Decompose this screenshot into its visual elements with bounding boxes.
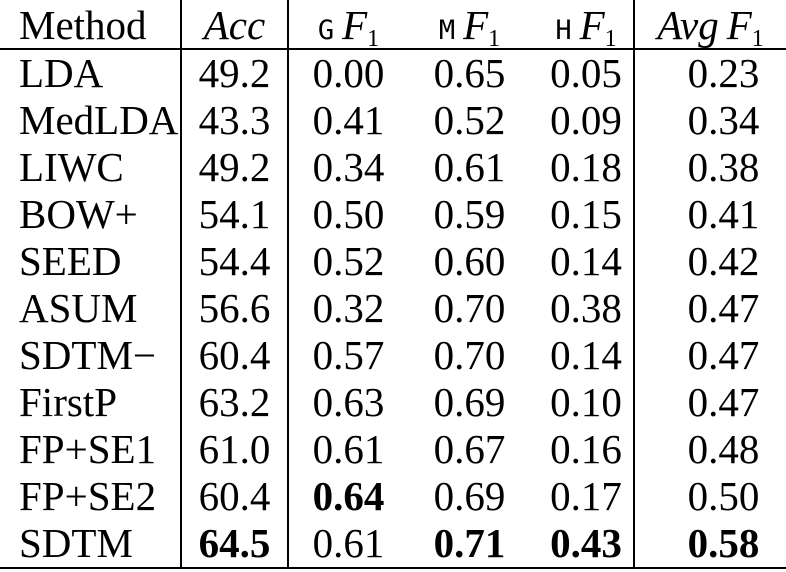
- cell-avg: 0.47: [687, 379, 760, 425]
- cell-method: FP+SE1: [0, 426, 182, 473]
- cell-acc: 63.2: [182, 379, 289, 426]
- table-row: SEED 54.4 0.52 0.60 0.14 0.42: [0, 238, 786, 285]
- cell-g: 0.63: [312, 379, 385, 425]
- col-header-method: Method: [0, 0, 182, 56]
- table-header-row: Method Acc G F1 M F1 H F1 Avg F1: [0, 0, 786, 56]
- cell-h: 0.10: [523, 379, 635, 426]
- cell-g: 0.57: [312, 332, 385, 378]
- cell-method: FirstP: [0, 379, 182, 426]
- cell-g: 0.41: [312, 97, 385, 143]
- cell-avg: 0.50: [687, 473, 760, 519]
- f1-label: F1: [579, 2, 617, 52]
- cell-method: SDTM: [0, 520, 182, 567]
- cell-method: FP+SE2: [0, 473, 182, 520]
- cell-m: 0.69: [433, 379, 506, 425]
- cell-avg: 0.58: [687, 520, 760, 566]
- f1-label: F1: [342, 2, 380, 52]
- table-row: FP+SE1 61.0 0.61 0.67 0.16 0.48: [0, 426, 786, 473]
- cell-g: 0.61: [312, 520, 385, 566]
- table-row: SDTM− 60.4 0.57 0.70 0.14 0.47: [0, 332, 786, 379]
- col-header-avg-f1: Avg F1: [635, 0, 786, 56]
- cell-method: BOW+: [0, 191, 182, 238]
- cell-h: 0.14: [523, 332, 635, 379]
- cell-g: 0.61: [312, 426, 385, 472]
- table-row: LIWC 49.2 0.34 0.61 0.18 0.38: [0, 144, 786, 191]
- cell-h: 0.14: [523, 238, 635, 285]
- cell-m: 0.71: [433, 520, 506, 566]
- method-header-label: Method: [19, 2, 147, 48]
- cell-acc: 56.6: [182, 285, 289, 332]
- cell-g: 0.34: [312, 144, 385, 190]
- col-header-h-f1: H F1: [523, 0, 635, 56]
- table-row: MedLDA 43.3 0.41 0.52 0.09 0.34: [0, 97, 786, 144]
- table-row: ASUM 56.6 0.32 0.70 0.38 0.47: [0, 285, 786, 332]
- cell-m: 0.69: [433, 473, 506, 519]
- cell-method: LIWC: [0, 144, 182, 191]
- cell-method: ASUM: [0, 285, 182, 332]
- cell-avg: 0.47: [687, 332, 760, 378]
- m-class-label: M: [438, 15, 456, 46]
- cell-g: 0.00: [312, 50, 385, 96]
- g-class-label: G: [317, 15, 335, 46]
- cell-g: 0.52: [312, 238, 385, 284]
- cell-avg: 0.47: [687, 285, 760, 331]
- cell-method: SDTM−: [0, 332, 182, 379]
- cell-h: 0.38: [523, 285, 635, 332]
- cell-avg: 0.34: [687, 97, 760, 143]
- cell-avg: 0.42: [687, 238, 760, 284]
- cell-acc: 61.0: [182, 426, 289, 473]
- cell-acc: 60.4: [182, 332, 289, 379]
- cell-method: MedLDA: [0, 97, 182, 144]
- cell-g: 0.32: [312, 285, 385, 331]
- cell-m: 0.61: [433, 144, 506, 190]
- cell-acc: 54.4: [182, 238, 289, 285]
- cell-acc: 64.5: [182, 520, 289, 567]
- avg-header-label: Avg: [657, 2, 719, 48]
- cell-h: 0.17: [523, 473, 635, 520]
- h-class-label: H: [555, 15, 572, 46]
- cell-method: LDA: [0, 50, 182, 97]
- cell-g: 0.50: [312, 191, 385, 237]
- cell-m: 0.52: [433, 97, 506, 143]
- cell-acc: 54.1: [182, 191, 289, 238]
- acc-header-label: Acc: [203, 2, 266, 48]
- f1-label: F1: [463, 2, 501, 52]
- cell-h: 0.15: [523, 191, 635, 238]
- cell-acc: 60.4: [182, 473, 289, 520]
- table-body: LDA 49.2 0.00 0.65 0.05 0.23 MedLDA 43.3 0.41 0.5…: [0, 50, 786, 567]
- cell-h: 0.09: [523, 97, 635, 144]
- table-row: FP+SE2 60.4 0.64 0.69 0.17 0.50: [0, 473, 786, 520]
- col-header-g-f1: G F1: [289, 0, 408, 56]
- cell-h: 0.16: [523, 426, 635, 473]
- cell-m: 0.67: [433, 426, 506, 472]
- cell-m: 0.59: [433, 191, 506, 237]
- cell-method: SEED: [0, 238, 182, 285]
- cell-m: 0.65: [433, 50, 506, 96]
- table-row: LDA 49.2 0.00 0.65 0.05 0.23: [0, 50, 786, 97]
- cell-acc: 43.3: [182, 97, 289, 144]
- table-row: BOW+ 54.1 0.50 0.59 0.15 0.41: [0, 191, 786, 238]
- cell-acc: 49.2: [182, 50, 289, 97]
- table-row: FirstP 63.2 0.63 0.69 0.10 0.47: [0, 379, 786, 426]
- cell-m: 0.70: [433, 285, 506, 331]
- table-row: SDTM 64.5 0.61 0.71 0.43 0.58: [0, 520, 786, 567]
- cell-g: 0.64: [312, 473, 385, 519]
- cell-avg: 0.38: [687, 144, 760, 190]
- cell-avg: 0.23: [687, 50, 760, 96]
- col-header-acc: Acc: [182, 0, 289, 56]
- cell-h: 0.05: [523, 50, 635, 97]
- cell-h: 0.18: [523, 144, 635, 191]
- cell-avg: 0.41: [687, 191, 760, 237]
- cell-h: 0.43: [523, 520, 635, 567]
- cell-m: 0.60: [433, 238, 506, 284]
- cell-m: 0.70: [433, 332, 506, 378]
- col-header-m-f1: M F1: [408, 0, 523, 56]
- cell-acc: 49.2: [182, 144, 289, 191]
- f1-label: F1: [726, 2, 764, 52]
- cell-avg: 0.48: [687, 426, 760, 472]
